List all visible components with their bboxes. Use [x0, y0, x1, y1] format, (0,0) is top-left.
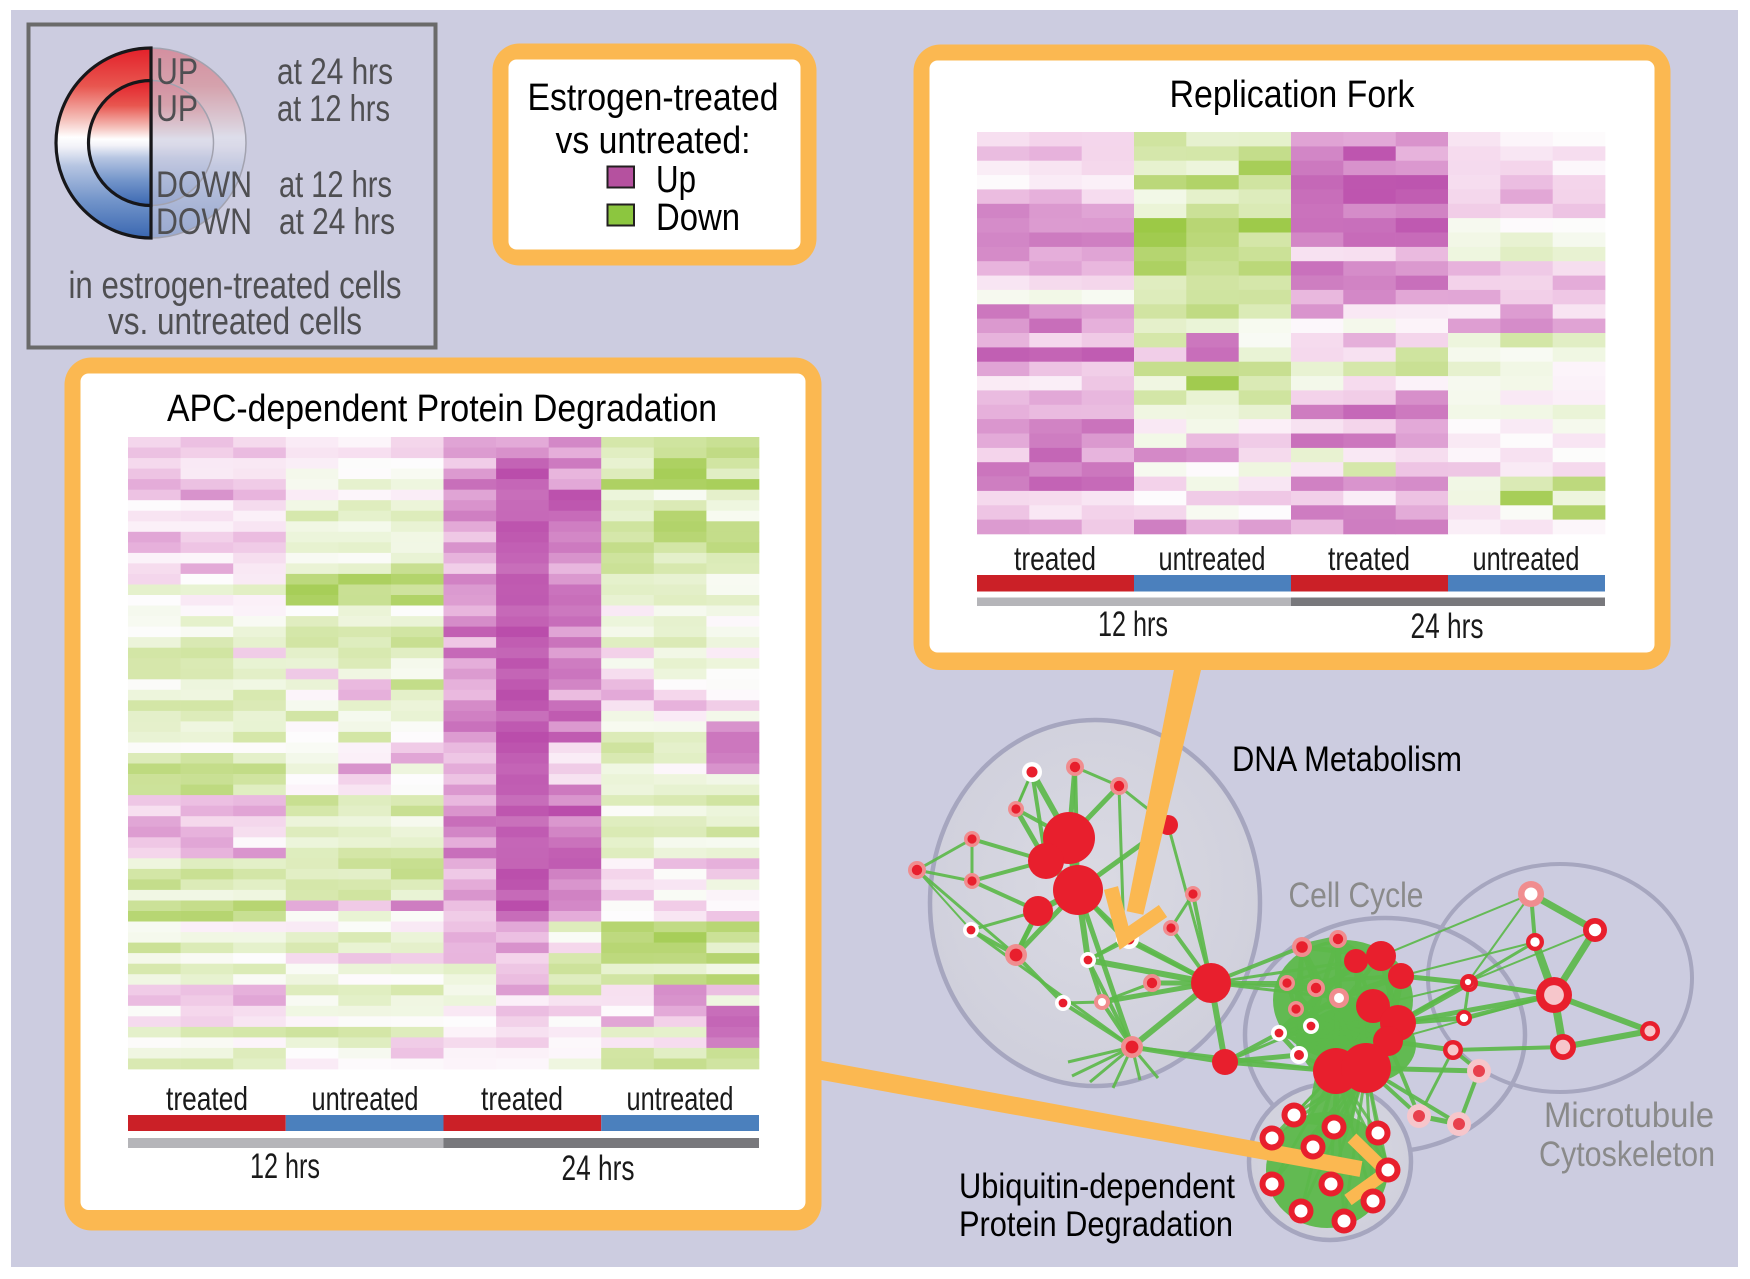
svg-text:APC-dependent Protein Degradat: APC-dependent Protein Degradation: [167, 388, 717, 430]
svg-text:DOWN: DOWN: [156, 164, 252, 205]
svg-text:UP: UP: [156, 88, 198, 129]
svg-text:at 12 hrs: at 12 hrs: [279, 164, 392, 205]
svg-text:treated: treated: [481, 1080, 563, 1117]
svg-text:Estrogen-treated: Estrogen-treated: [528, 77, 779, 119]
svg-text:at 12 hrs: at 12 hrs: [277, 88, 390, 129]
svg-text:untreated: untreated: [312, 1080, 419, 1117]
svg-text:in estrogen-treated cells: in estrogen-treated cells: [69, 265, 402, 307]
svg-text:24 hrs: 24 hrs: [1411, 607, 1484, 646]
svg-text:12 hrs: 12 hrs: [250, 1147, 320, 1186]
svg-text:at 24 hrs: at 24 hrs: [277, 51, 393, 92]
svg-text:Microtubule: Microtubule: [1544, 1096, 1714, 1135]
svg-text:12 hrs: 12 hrs: [1098, 605, 1168, 644]
svg-text:Protein Degradation: Protein Degradation: [959, 1205, 1233, 1244]
svg-text:treated: treated: [1014, 540, 1096, 577]
svg-text:DOWN: DOWN: [156, 201, 252, 242]
svg-text:vs untreated:: vs untreated:: [556, 120, 751, 162]
svg-text:24 hrs: 24 hrs: [562, 1149, 635, 1188]
svg-text:at 24 hrs: at 24 hrs: [279, 201, 395, 242]
svg-text:Cytoskeleton: Cytoskeleton: [1539, 1135, 1715, 1174]
svg-text:treated: treated: [1328, 540, 1410, 577]
svg-text:Cell Cycle: Cell Cycle: [1289, 876, 1424, 915]
svg-text:Up: Up: [656, 159, 696, 201]
svg-text:untreated: untreated: [1473, 540, 1580, 577]
svg-text:treated: treated: [166, 1080, 248, 1117]
svg-text:Down: Down: [656, 197, 740, 239]
svg-text:vs. untreated cells: vs. untreated cells: [108, 301, 362, 343]
svg-text:UP: UP: [156, 51, 198, 92]
svg-text:DNA Metabolism: DNA Metabolism: [1232, 740, 1462, 779]
svg-text:Replication Fork: Replication Fork: [1170, 74, 1416, 116]
svg-text:untreated: untreated: [627, 1080, 734, 1117]
svg-text:Ubiquitin-dependent: Ubiquitin-dependent: [959, 1167, 1235, 1206]
svg-text:untreated: untreated: [1159, 540, 1266, 577]
